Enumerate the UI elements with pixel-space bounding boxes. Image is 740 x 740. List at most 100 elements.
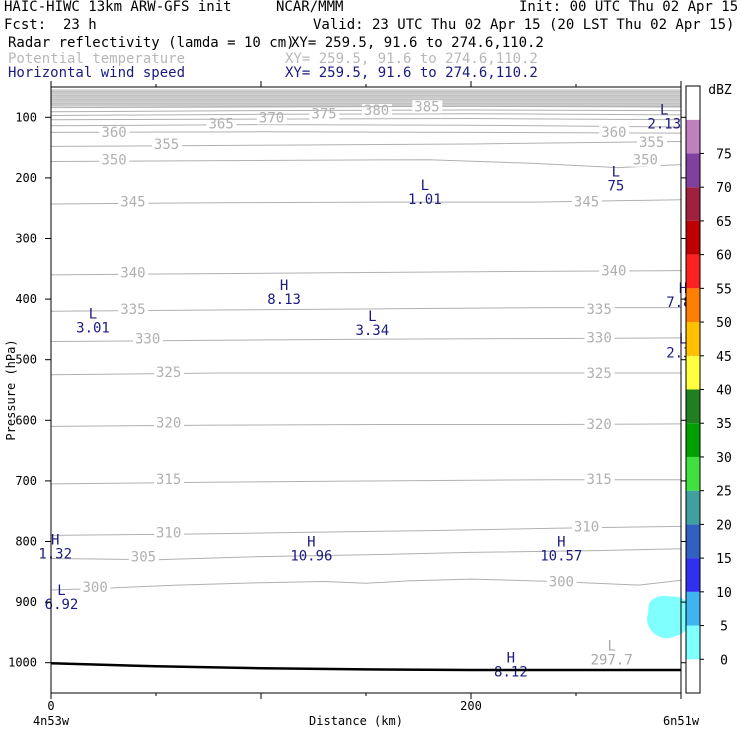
wind-marker-value: 1.01 xyxy=(408,192,442,208)
wind-marker-type: L xyxy=(607,639,615,655)
theta-label-330: 330 xyxy=(135,331,160,347)
colorbar-cell xyxy=(686,659,700,693)
theta-label-360: 360 xyxy=(601,125,626,141)
y-tick-label: 700 xyxy=(15,474,37,488)
theta-label-bg xyxy=(599,264,630,278)
theta-contour-345 xyxy=(50,199,682,205)
theta-contour-300 xyxy=(50,578,682,591)
colorbar-cell xyxy=(686,187,700,221)
colorbar-label: 0 xyxy=(720,653,728,668)
wind-marker-value: 297.7 xyxy=(591,653,633,669)
model-title: HAIC-HIWC 13km ARW-GFS init xyxy=(4,0,232,15)
colorbar-cell xyxy=(686,625,700,660)
wind-marker-value: 8.12 xyxy=(494,665,528,681)
theta-label-300: 300 xyxy=(549,574,574,590)
field-3-xy: XY= 259.5, 91.6 to 274.6,110.2 xyxy=(285,65,538,81)
theta-label-bg xyxy=(154,416,184,430)
theta-label-340: 340 xyxy=(120,265,145,281)
plot-area xyxy=(51,87,681,693)
theta-label-bg xyxy=(630,153,661,167)
theta-label-bg xyxy=(599,125,630,139)
terrain-surface-line xyxy=(50,662,681,672)
theta-label-375: 375 xyxy=(311,107,336,123)
y-tick-label: 800 xyxy=(15,535,37,549)
y-tick-label: 400 xyxy=(15,292,37,306)
theta-label-315: 315 xyxy=(156,472,181,488)
wind-marker-value: 8.13 xyxy=(267,292,301,308)
theta-label-bg xyxy=(571,520,602,534)
y-tick-label: 1000 xyxy=(8,656,37,670)
theta-label-bg xyxy=(151,137,182,151)
wind-marker-type: H xyxy=(51,533,59,549)
wind-marker-value: 2.13 xyxy=(647,116,681,132)
theta-label-bg xyxy=(118,195,149,209)
field-2-name: Potential temperature xyxy=(8,51,186,67)
theta-label-335: 335 xyxy=(587,302,612,318)
wind-marker-value: 1.32 xyxy=(38,547,72,563)
colorbar-label: 50 xyxy=(716,316,732,331)
y-tick-label: 600 xyxy=(15,413,37,427)
theta-label-325: 325 xyxy=(587,366,612,382)
colorbar-cell xyxy=(686,220,700,255)
org-label: NCAR/MMM xyxy=(276,0,344,15)
y-tick-label: 100 xyxy=(15,110,37,124)
theta-label-bg xyxy=(361,104,392,118)
theta-label-380: 380 xyxy=(364,103,389,119)
theta-label-350: 350 xyxy=(101,153,126,169)
wind-marker-type: H xyxy=(557,534,565,550)
theta-label-340: 340 xyxy=(601,264,626,280)
field-1-xy: XY= 259.5, 91.6 to 274.6,110.2 xyxy=(291,35,544,51)
x-tick-label: 200 xyxy=(460,699,482,713)
theta-label-bg xyxy=(584,367,615,381)
colorbar-label: 70 xyxy=(716,181,732,196)
theta-label-bg xyxy=(412,100,443,114)
theta-label-335: 335 xyxy=(120,302,145,318)
colorbar-cell xyxy=(686,86,700,120)
wind-marker-type: L xyxy=(368,309,376,325)
colorbar-cell xyxy=(686,153,700,188)
colorbar-label: 45 xyxy=(716,350,732,365)
colorbar-label: 10 xyxy=(716,586,732,601)
theta-label-bg xyxy=(584,417,615,431)
colorbar-cell xyxy=(686,119,700,154)
wind-marker-type: L xyxy=(679,331,687,347)
theta-label-370: 370 xyxy=(259,110,284,126)
wind-marker-value: 3.01 xyxy=(76,320,110,336)
theta-label-325: 325 xyxy=(156,365,181,381)
theta-label-bg xyxy=(154,526,184,540)
fcst-label: Fcst: xyxy=(4,17,47,33)
colorbar-cell xyxy=(686,423,700,457)
theta-label-320: 320 xyxy=(156,416,181,432)
colorbar-label: 55 xyxy=(716,282,732,297)
colorbar-label: 35 xyxy=(716,417,732,432)
wind-marker-type: H xyxy=(307,534,315,550)
colorbar-label: 30 xyxy=(716,451,732,466)
wind-marker-value: 10.96 xyxy=(290,548,332,564)
colorbar-cell xyxy=(686,558,700,592)
colorbar-cell xyxy=(686,456,700,491)
theta-contour-350 xyxy=(50,159,682,169)
theta-label-bg xyxy=(128,550,159,564)
wind-marker-type: H xyxy=(679,281,687,297)
x-end-label-left: 4n53w xyxy=(33,714,70,728)
wind-marker-type: L xyxy=(89,306,97,322)
theta-label-365: 365 xyxy=(209,116,234,132)
theta-contour-370 xyxy=(50,117,682,121)
colorbar-label: 15 xyxy=(716,552,732,567)
theta-label-305: 305 xyxy=(131,550,156,566)
colorbar-label: 75 xyxy=(716,147,732,162)
theta-label-bg xyxy=(80,580,111,594)
theta-label-385: 385 xyxy=(414,99,439,115)
colorbar-cell xyxy=(686,591,700,626)
theta-label-355: 355 xyxy=(154,137,179,153)
theta-label-bg xyxy=(546,575,577,589)
theta-label-bg xyxy=(584,473,615,487)
theta-label-330: 330 xyxy=(587,330,612,346)
theta-label-345: 345 xyxy=(574,195,599,211)
x-axis-label: Distance (km) xyxy=(309,714,403,728)
wind-marker-type: H xyxy=(280,278,288,294)
theta-label-350: 350 xyxy=(633,153,658,169)
theta-label-355: 355 xyxy=(639,135,664,151)
theta-label-bg xyxy=(118,302,149,316)
